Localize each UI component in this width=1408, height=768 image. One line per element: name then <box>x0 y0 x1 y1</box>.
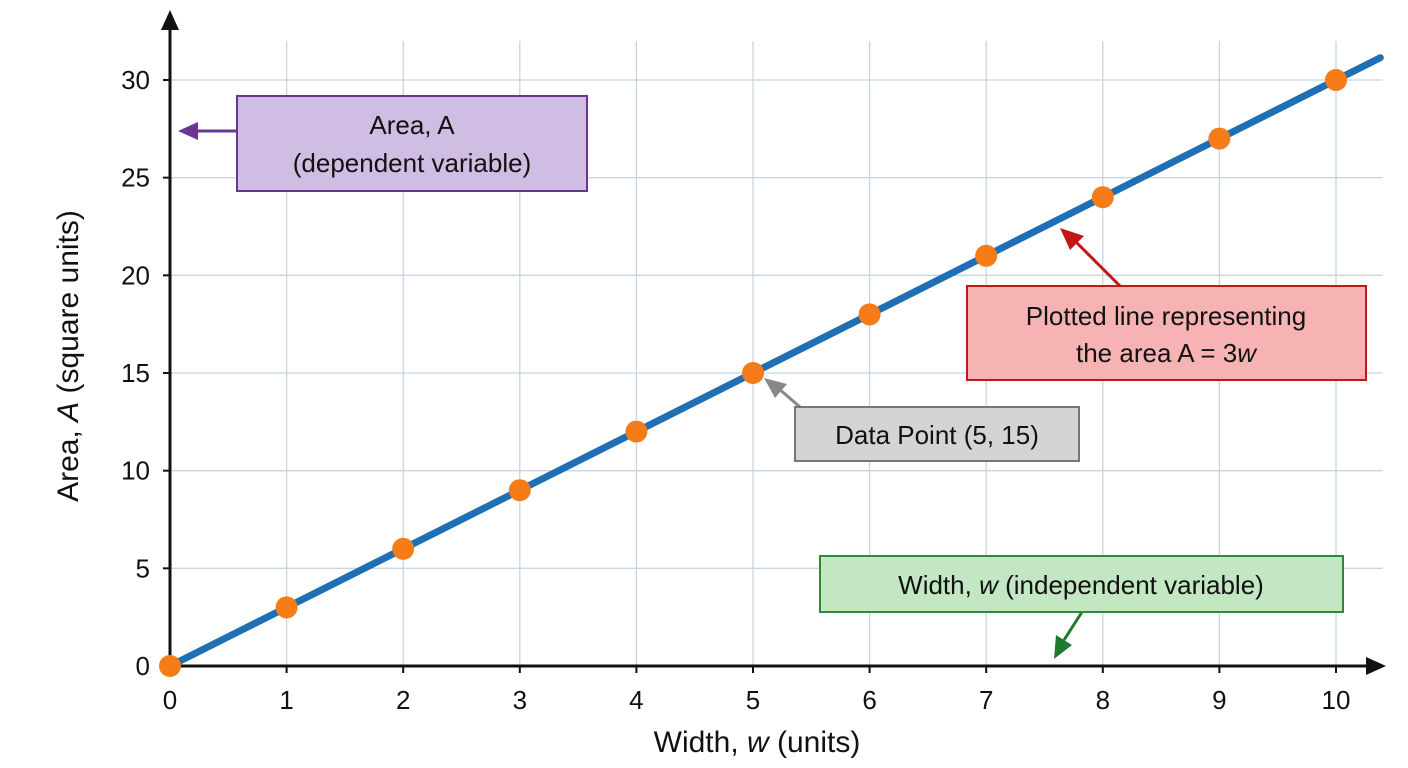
plotted-line-line1: Plotted line representing <box>1026 301 1306 331</box>
x-tick-label-4: 4 <box>629 685 643 715</box>
data-point-arrowhead <box>764 378 787 398</box>
data-point-label: Data Point (5, 15) <box>835 420 1039 450</box>
axes <box>161 10 1386 675</box>
plotted-line <box>166 54 1384 670</box>
annotation-data-point: Data Point (5, 15) <box>764 378 1080 462</box>
x-tick-label-10: 10 <box>1322 685 1351 715</box>
dependent-variable-line1: Area, A <box>369 110 455 140</box>
dependent-variable-arrowhead <box>178 122 198 140</box>
series-layer <box>159 54 1384 677</box>
y-tick-label-10: 10 <box>121 456 150 486</box>
x-tick-label-2: 2 <box>396 685 410 715</box>
plotted-line-arrowhead <box>1060 228 1084 250</box>
x-tick-label-0: 0 <box>163 685 177 715</box>
independent-variable-box <box>819 555 1344 613</box>
plotted-line-line2: the area A = 3w <box>1076 338 1258 368</box>
data-point-5 <box>742 362 764 384</box>
x-tick-label-5: 5 <box>746 685 760 715</box>
dependent-variable-line2: (dependent variable) <box>293 148 532 178</box>
tick-labels: 0 1 2 3 4 5 6 7 8 9 10 0 5 10 15 20 25 30 <box>121 65 1350 715</box>
x-tick-label-9: 9 <box>1212 685 1226 715</box>
data-point-9 <box>1208 127 1231 150</box>
annotation-independent-variable: Width, w (independent variable) <box>819 555 1344 659</box>
independent-variable-arrow <box>1062 611 1084 641</box>
y-tick-label-15: 15 <box>121 358 150 388</box>
data-point-3 <box>508 479 531 502</box>
data-point-1 <box>275 596 298 619</box>
data-point-6 <box>858 303 881 326</box>
data-point-box <box>794 406 1080 462</box>
independent-variable-label: Width, w (independent variable) <box>898 570 1264 600</box>
data-point-0 <box>159 655 181 677</box>
plotted-line-box <box>966 285 1367 381</box>
data-point-7 <box>975 244 998 267</box>
plotted-line-arrow <box>1072 238 1122 288</box>
y-tick-label-30: 30 <box>121 65 150 95</box>
y-axis-arrowhead <box>161 10 179 30</box>
y-tick-label-0: 0 <box>136 651 150 681</box>
x-tick-label-6: 6 <box>862 685 876 715</box>
y-tick-label-5: 5 <box>136 553 150 583</box>
data-point-8 <box>1091 186 1114 209</box>
dependent-variable-box <box>236 95 588 192</box>
independent-variable-arrowhead <box>1054 635 1072 659</box>
y-axis-label: Area, A (square units) <box>52 210 85 502</box>
x-tick-label-8: 8 <box>1096 685 1110 715</box>
annotation-plotted-line: Plotted line representing the area A = 3… <box>966 228 1367 381</box>
data-point-4 <box>625 420 648 443</box>
x-tick-label-3: 3 <box>513 685 527 715</box>
x-axis-arrowhead <box>1366 657 1386 675</box>
data-point-2 <box>392 537 415 560</box>
data-point-arrow <box>777 386 801 409</box>
x-axis-label: Width, w (units) <box>654 726 861 759</box>
annotation-dependent-variable: Area, A (dependent variable) <box>178 95 588 192</box>
x-tick-label-7: 7 <box>979 685 993 715</box>
data-point-10 <box>1325 69 1347 91</box>
y-tick-label-20: 20 <box>121 260 150 290</box>
y-tick-label-25: 25 <box>121 163 150 193</box>
x-tick-label-1: 1 <box>279 685 293 715</box>
